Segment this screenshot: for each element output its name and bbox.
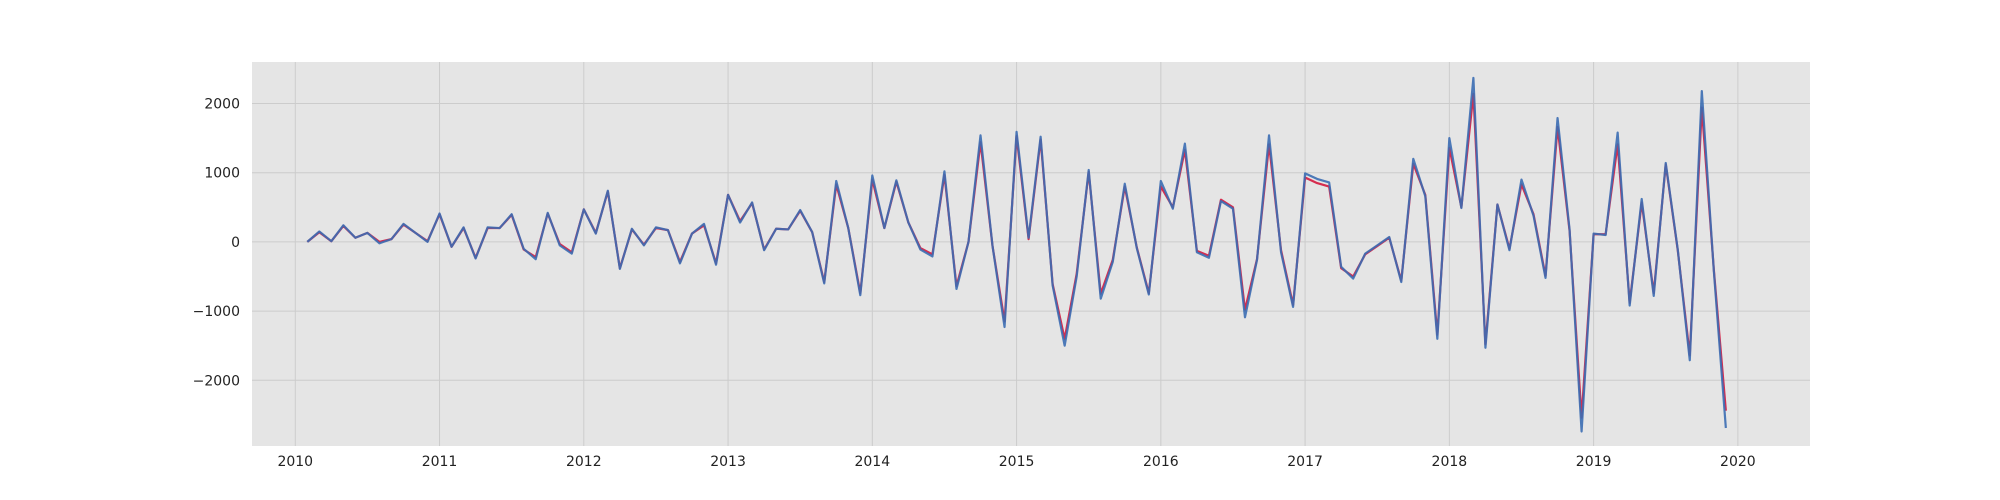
x-tick-label: 2016 xyxy=(1143,454,1179,470)
y-tick-label: 1000 xyxy=(204,166,240,182)
grid xyxy=(252,62,1810,446)
x-tick-label: 2017 xyxy=(1287,454,1323,470)
x-tick-label: 2011 xyxy=(422,454,458,470)
x-tick-label: 2013 xyxy=(710,454,746,470)
x-tick-label: 2019 xyxy=(1576,454,1612,470)
y-tick-label: −2000 xyxy=(193,373,240,389)
series-group xyxy=(306,76,1727,433)
y-tick-label: −1000 xyxy=(193,304,240,320)
x-tick-label: 2010 xyxy=(277,454,313,470)
x-tick-label: 2018 xyxy=(1432,454,1468,470)
x-tick-label: 2014 xyxy=(854,454,890,470)
x-tick-label: 2015 xyxy=(999,454,1035,470)
x-tick-label: 2012 xyxy=(566,454,602,470)
y-tick-label: 0 xyxy=(231,235,240,251)
series-line-blue xyxy=(306,76,1727,433)
y-axis-ticks: −2000 −1000 0 1000 2000 xyxy=(193,97,240,390)
y-tick-label: 2000 xyxy=(204,97,240,113)
plot-background xyxy=(252,62,1810,446)
x-axis-ticks: 2010 2011 2012 2013 2014 2015 2016 2017 2018 2019… xyxy=(277,454,1755,470)
x-tick-label: 2020 xyxy=(1720,454,1756,470)
